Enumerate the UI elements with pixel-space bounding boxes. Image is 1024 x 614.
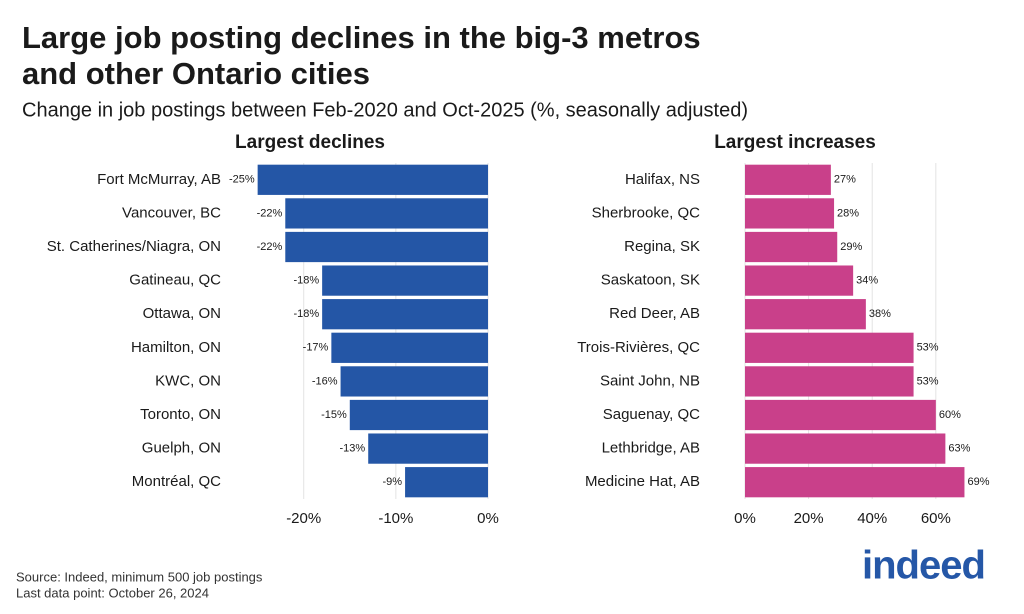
value-label: 27% — [834, 174, 856, 186]
value-label: 60% — [939, 409, 961, 421]
value-label: -17% — [303, 342, 329, 354]
bar — [405, 467, 488, 498]
bar — [745, 299, 866, 330]
category-label: Trois-Rivières, QC — [577, 339, 700, 356]
panel-title: Largest increases — [714, 132, 876, 153]
category-label: Saskatoon, SK — [601, 272, 700, 289]
category-label: Regina, SK — [624, 238, 700, 255]
bar — [285, 198, 488, 229]
category-label: Red Deer, AB — [609, 305, 700, 322]
x-tick-label: 0% — [734, 510, 756, 527]
category-label: Fort McMurray, AB — [97, 171, 221, 188]
x-tick-label: 20% — [794, 510, 824, 527]
bar — [285, 231, 488, 263]
value-label: -25% — [229, 174, 255, 186]
x-tick-label: -10% — [378, 510, 413, 527]
category-label: Hamilton, ON — [131, 339, 221, 356]
category-label: Saguenay, QC — [603, 406, 700, 423]
chart-subtitle: Change in job postings between Feb-2020 … — [22, 99, 748, 121]
value-label: -22% — [257, 241, 283, 253]
value-label: 63% — [948, 443, 970, 455]
bar — [745, 366, 914, 397]
x-tick-label: 40% — [857, 510, 887, 527]
source: Source: Indeed, minimum 500 job postings — [16, 569, 263, 584]
bar — [745, 265, 854, 296]
value-label: -15% — [321, 409, 347, 421]
bar — [745, 433, 946, 464]
category-label: Toronto, ON — [140, 406, 221, 423]
bar — [349, 399, 488, 431]
bar — [257, 164, 488, 195]
bar — [340, 366, 488, 397]
value-label: 69% — [967, 476, 989, 488]
bar — [368, 433, 488, 464]
category-label: St. Catherines/Niagra, ON — [47, 238, 221, 255]
value-label: -13% — [340, 443, 366, 455]
value-label: 28% — [837, 207, 859, 219]
value-label: -9% — [383, 476, 403, 488]
value-label: 34% — [856, 275, 878, 287]
chart-title: Large job posting declines in the big-3 … — [22, 20, 701, 55]
category-label: Ottawa, ON — [143, 305, 221, 322]
category-label: Saint John, NB — [600, 372, 700, 389]
bar — [322, 265, 488, 296]
category-label: Halifax, NS — [625, 171, 700, 188]
category-label: Medicine Hat, AB — [585, 473, 700, 490]
category-label: Sherbrooke, QC — [592, 204, 701, 221]
x-tick-label: 0% — [477, 510, 499, 527]
chart-title: and other Ontario cities — [22, 56, 370, 91]
note: Last data point: October 26, 2024 — [16, 585, 209, 600]
value-label: -18% — [293, 275, 319, 287]
bar — [745, 198, 835, 229]
bar — [745, 332, 914, 363]
logo: indeed — [862, 544, 985, 588]
category-label: Gatineau, QC — [129, 272, 221, 289]
category-label: KWC, ON — [155, 372, 221, 389]
x-tick-label: -20% — [286, 510, 321, 527]
value-label: 38% — [869, 308, 891, 320]
value-label: -22% — [257, 207, 283, 219]
bar — [745, 164, 831, 195]
panel-title: Largest declines — [235, 132, 385, 153]
bar — [322, 299, 488, 330]
value-label: 53% — [917, 375, 939, 387]
x-tick-label: 60% — [921, 510, 951, 527]
bar — [331, 332, 488, 363]
value-label: -16% — [312, 375, 338, 387]
category-label: Vancouver, BC — [122, 204, 221, 221]
category-label: Lethbridge, AB — [602, 440, 700, 457]
category-label: Montréal, QC — [132, 473, 221, 490]
value-label: 53% — [917, 342, 939, 354]
value-label: 29% — [840, 241, 862, 253]
bar — [745, 467, 965, 498]
bar — [745, 399, 936, 431]
value-label: -18% — [293, 308, 319, 320]
bar — [745, 231, 838, 263]
category-label: Guelph, ON — [142, 440, 221, 457]
